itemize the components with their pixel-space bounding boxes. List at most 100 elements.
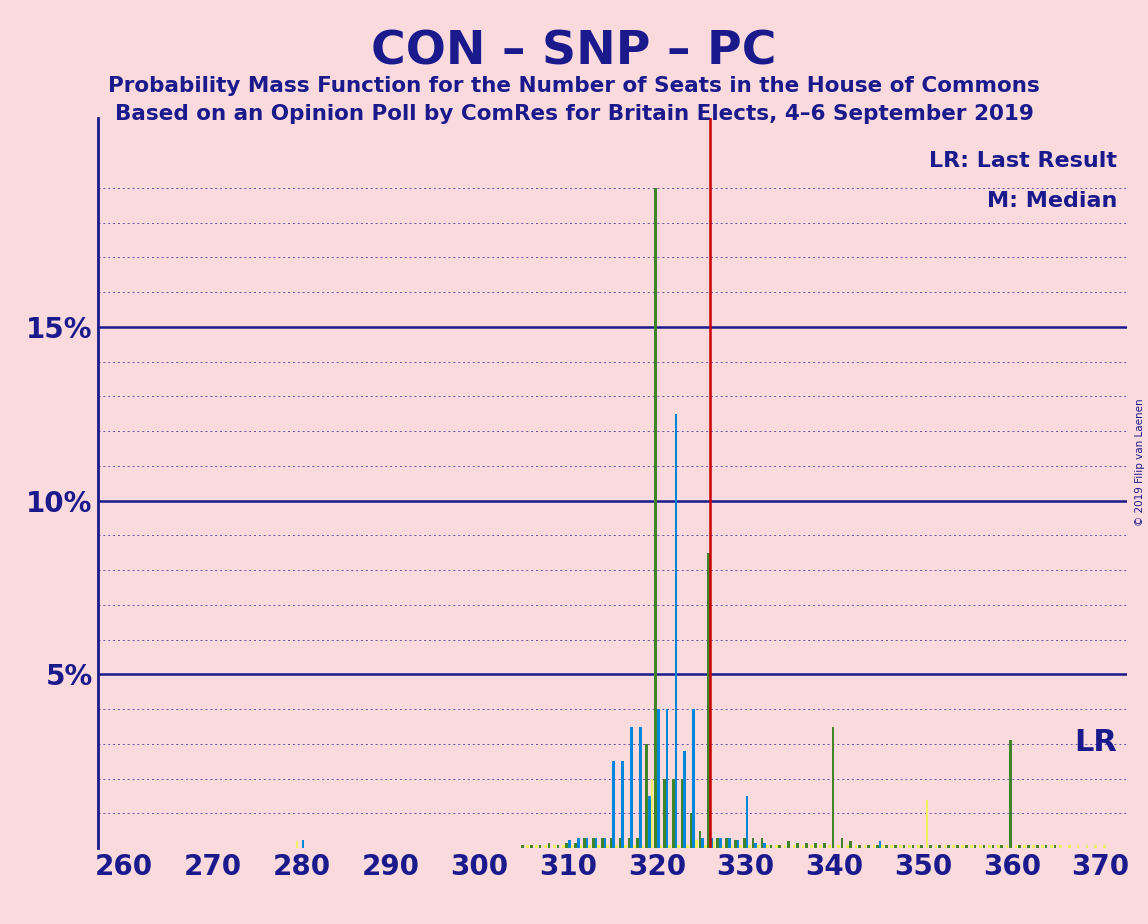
- Bar: [882, 845, 884, 848]
- Bar: [863, 845, 867, 848]
- Bar: [647, 796, 651, 848]
- Bar: [1024, 845, 1026, 848]
- Bar: [761, 838, 763, 848]
- Bar: [988, 845, 991, 848]
- Bar: [722, 845, 724, 848]
- Bar: [651, 779, 653, 848]
- Bar: [778, 845, 781, 848]
- Bar: [604, 838, 606, 848]
- Bar: [925, 799, 929, 848]
- Bar: [859, 845, 861, 848]
- Bar: [788, 841, 790, 848]
- Bar: [837, 845, 839, 848]
- Bar: [566, 843, 568, 848]
- Bar: [636, 838, 639, 848]
- Bar: [983, 845, 985, 848]
- Bar: [850, 841, 852, 848]
- Bar: [728, 838, 730, 848]
- Bar: [553, 845, 556, 848]
- Text: © 2019 Filip van Laenen: © 2019 Filip van Laenen: [1135, 398, 1145, 526]
- Bar: [600, 838, 604, 848]
- Bar: [792, 845, 796, 848]
- Bar: [1050, 845, 1053, 848]
- Bar: [704, 845, 706, 848]
- Bar: [996, 845, 1000, 848]
- Bar: [769, 845, 773, 848]
- Bar: [695, 840, 698, 848]
- Bar: [964, 845, 968, 848]
- Bar: [577, 838, 580, 848]
- Bar: [681, 779, 683, 848]
- Bar: [797, 843, 799, 848]
- Bar: [1086, 845, 1088, 848]
- Bar: [701, 838, 704, 848]
- Bar: [711, 838, 713, 848]
- Bar: [606, 845, 608, 848]
- Bar: [745, 796, 748, 848]
- Bar: [810, 845, 813, 848]
- Bar: [621, 761, 625, 848]
- Bar: [568, 840, 571, 848]
- Bar: [867, 845, 870, 848]
- Bar: [595, 838, 597, 848]
- Bar: [872, 845, 875, 848]
- Bar: [876, 845, 878, 848]
- Bar: [719, 838, 722, 848]
- Bar: [645, 744, 647, 848]
- Bar: [766, 845, 769, 848]
- Bar: [589, 845, 591, 848]
- Bar: [1041, 845, 1044, 848]
- Bar: [639, 726, 642, 848]
- Bar: [944, 845, 946, 848]
- Bar: [885, 845, 887, 848]
- Bar: [668, 845, 672, 848]
- Bar: [597, 845, 600, 848]
- Bar: [683, 751, 687, 848]
- Bar: [814, 843, 816, 848]
- Bar: [1015, 845, 1017, 848]
- Bar: [677, 845, 680, 848]
- Bar: [775, 845, 777, 848]
- Bar: [748, 845, 751, 848]
- Bar: [521, 845, 523, 848]
- Bar: [625, 845, 627, 848]
- Bar: [1000, 845, 1003, 848]
- Bar: [630, 726, 633, 848]
- Bar: [855, 845, 858, 848]
- Bar: [934, 845, 938, 848]
- Bar: [571, 845, 573, 848]
- Bar: [659, 845, 662, 848]
- Bar: [912, 845, 914, 848]
- Text: CON – SNP – PC: CON – SNP – PC: [371, 30, 777, 75]
- Bar: [917, 845, 920, 848]
- Bar: [894, 845, 897, 848]
- Bar: [828, 845, 831, 848]
- Bar: [831, 726, 835, 848]
- Bar: [574, 843, 577, 848]
- Bar: [908, 845, 910, 848]
- Bar: [548, 843, 550, 848]
- Bar: [654, 188, 657, 848]
- Bar: [891, 845, 893, 848]
- Bar: [979, 845, 982, 848]
- Bar: [730, 845, 734, 848]
- Bar: [1045, 845, 1047, 848]
- Bar: [974, 845, 977, 848]
- Bar: [1103, 845, 1106, 848]
- Bar: [535, 845, 538, 848]
- Bar: [840, 838, 844, 848]
- Bar: [628, 838, 630, 848]
- Text: LR: Last Result: LR: Last Result: [929, 152, 1117, 171]
- Bar: [805, 843, 808, 848]
- Bar: [938, 845, 941, 848]
- Bar: [672, 779, 675, 848]
- Bar: [610, 838, 612, 848]
- Bar: [1094, 845, 1097, 848]
- Bar: [737, 840, 739, 848]
- Bar: [902, 845, 906, 848]
- Bar: [726, 838, 728, 848]
- Bar: [561, 845, 565, 848]
- Bar: [615, 845, 618, 848]
- Bar: [846, 845, 848, 848]
- Bar: [878, 841, 882, 848]
